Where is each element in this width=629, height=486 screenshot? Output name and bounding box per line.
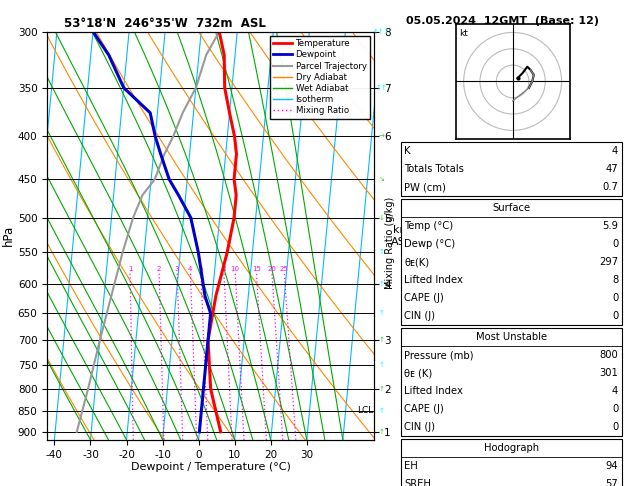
Text: Lifted Index: Lifted Index	[404, 275, 464, 285]
Text: 53°18'N  246°35'W  732m  ASL: 53°18'N 246°35'W 732m ASL	[64, 17, 265, 31]
Text: Dewp (°C): Dewp (°C)	[404, 239, 455, 249]
Text: CIN (J): CIN (J)	[404, 311, 435, 321]
Text: 301: 301	[599, 368, 618, 378]
Text: ↑: ↑	[379, 408, 385, 414]
Text: ↑: ↑	[379, 249, 385, 256]
Text: 8: 8	[612, 275, 618, 285]
Text: Hodograph: Hodograph	[484, 443, 539, 453]
Text: 4: 4	[188, 266, 192, 272]
Text: →: →	[379, 133, 385, 139]
Text: θᴇ (K): θᴇ (K)	[404, 368, 433, 378]
Text: 25: 25	[280, 266, 289, 272]
Text: Most Unstable: Most Unstable	[476, 332, 547, 342]
Text: 0: 0	[612, 311, 618, 321]
Y-axis label: hPa: hPa	[2, 225, 15, 246]
Text: SREH: SREH	[404, 479, 431, 486]
Text: LCL: LCL	[357, 406, 373, 416]
Text: ↑: ↑	[379, 429, 385, 435]
Text: ↑: ↑	[379, 337, 385, 343]
Text: Pressure (mb): Pressure (mb)	[404, 350, 474, 360]
Text: θᴇ(K): θᴇ(K)	[404, 257, 430, 267]
Text: 4: 4	[612, 386, 618, 396]
Text: ↑↑↑: ↑↑↑	[373, 29, 391, 35]
Text: 5: 5	[199, 266, 203, 272]
Text: Temp (°C): Temp (°C)	[404, 221, 454, 231]
Text: 94: 94	[606, 461, 618, 471]
X-axis label: Dewpoint / Temperature (°C): Dewpoint / Temperature (°C)	[131, 462, 291, 472]
Text: CIN (J): CIN (J)	[404, 422, 435, 432]
Text: Mixing Ratio (g/kg): Mixing Ratio (g/kg)	[385, 197, 395, 289]
Text: 0: 0	[612, 422, 618, 432]
Text: Surface: Surface	[493, 203, 530, 213]
Text: Lifted Index: Lifted Index	[404, 386, 464, 396]
Text: 4: 4	[612, 146, 618, 156]
Text: 8: 8	[221, 266, 226, 272]
Text: K: K	[404, 146, 411, 156]
Text: 0: 0	[612, 404, 618, 414]
Text: EH: EH	[404, 461, 418, 471]
Text: 3: 3	[175, 266, 179, 272]
Text: 10: 10	[231, 266, 240, 272]
Text: ↑: ↑	[379, 386, 385, 392]
Text: 15: 15	[252, 266, 261, 272]
Text: 2: 2	[157, 266, 161, 272]
Text: 05.05.2024  12GMT  (Base: 12): 05.05.2024 12GMT (Base: 12)	[406, 16, 599, 26]
Text: 20: 20	[267, 266, 276, 272]
Text: ↘: ↘	[379, 176, 385, 182]
Text: Totals Totals: Totals Totals	[404, 164, 464, 174]
Text: CAPE (J): CAPE (J)	[404, 404, 444, 414]
Text: ↑: ↑	[379, 281, 385, 287]
Text: 47: 47	[606, 164, 618, 174]
Text: 0: 0	[612, 239, 618, 249]
Text: 800: 800	[599, 350, 618, 360]
Text: 5.9: 5.9	[603, 221, 618, 231]
Text: ↑: ↑	[379, 363, 385, 368]
Text: ↓: ↓	[379, 215, 385, 221]
Text: 297: 297	[599, 257, 618, 267]
Text: 0: 0	[612, 293, 618, 303]
Text: 0.7: 0.7	[603, 182, 618, 192]
Text: PW (cm): PW (cm)	[404, 182, 447, 192]
Text: 1: 1	[128, 266, 132, 272]
Text: © weatheronline.co.uk: © weatheronline.co.uk	[460, 471, 565, 480]
Text: ↑↑: ↑↑	[376, 85, 387, 91]
Text: CAPE (J): CAPE (J)	[404, 293, 444, 303]
Y-axis label: km
ASL: km ASL	[391, 225, 412, 246]
Legend: Temperature, Dewpoint, Parcel Trajectory, Dry Adiabat, Wet Adiabat, Isotherm, Mi: Temperature, Dewpoint, Parcel Trajectory…	[270, 36, 370, 119]
Text: ↑: ↑	[379, 310, 385, 316]
Text: 57: 57	[606, 479, 618, 486]
Text: kt: kt	[459, 29, 468, 38]
